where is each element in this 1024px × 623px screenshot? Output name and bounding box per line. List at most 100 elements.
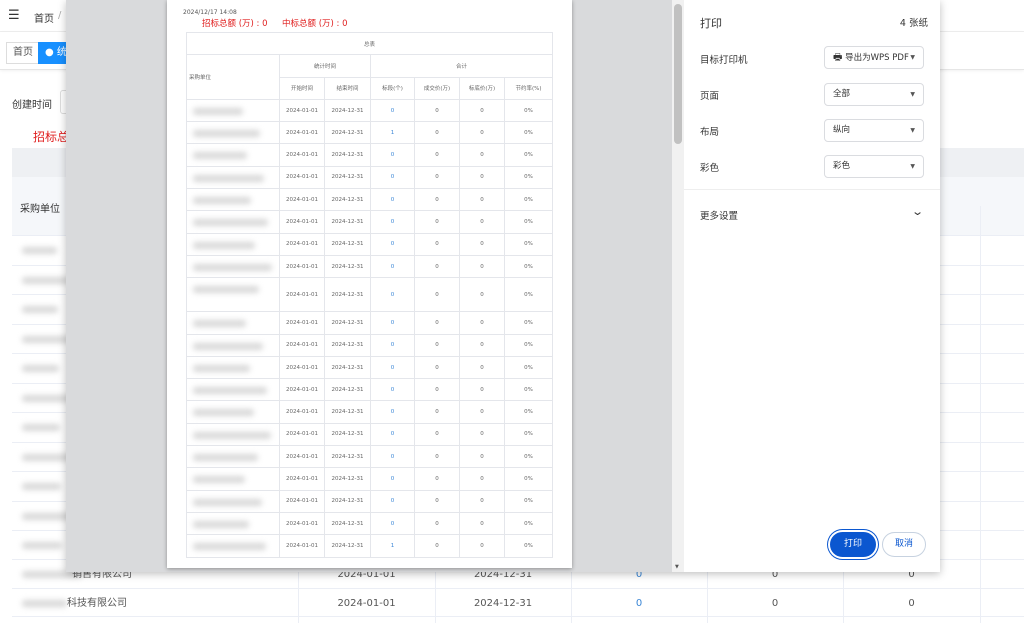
table-row: 2024-01-01 2024-12-31 0 0 0 0% bbox=[186, 98, 554, 123]
cell-count[interactable]: 0 bbox=[370, 422, 415, 447]
cell-ctrl: 0 bbox=[459, 511, 505, 536]
cell-count[interactable]: 0 bbox=[370, 277, 415, 313]
pages-select[interactable]: 全部 ▼ bbox=[824, 83, 924, 106]
layout-select[interactable]: 纵向 ▼ bbox=[824, 119, 924, 142]
cell-count[interactable]: 0 bbox=[370, 98, 415, 123]
cell-saving: 0% bbox=[503, 422, 554, 447]
table-row: 2024-01-01 2024-12-31 1 0 0 0% bbox=[186, 121, 554, 145]
cell-count[interactable]: 0 bbox=[370, 400, 415, 424]
cell-count[interactable]: 0 bbox=[370, 232, 415, 256]
cell-ctrl: 0 bbox=[908, 569, 915, 580]
cell-end: 2024-12-31 bbox=[324, 210, 371, 234]
scroll-down-icon[interactable]: ▼ bbox=[675, 564, 679, 570]
cell-count[interactable]: 0 bbox=[370, 511, 415, 536]
summary-text: 招标总 bbox=[33, 130, 70, 144]
cell-deal: 0 bbox=[414, 489, 460, 513]
scrollbar-thumb[interactable] bbox=[674, 4, 682, 144]
header-unit: 采购单位 bbox=[186, 54, 280, 100]
cell-start: 2024-01-01 bbox=[279, 232, 325, 256]
cell-unit-blurred bbox=[186, 311, 280, 335]
cell-unit-blurred bbox=[186, 534, 280, 558]
color-select[interactable]: 彩色 ▼ bbox=[824, 155, 924, 178]
print-button[interactable]: 打印 bbox=[830, 532, 876, 557]
cell-count[interactable]: 0 bbox=[635, 569, 643, 580]
cell-unit-blurred bbox=[186, 277, 280, 313]
cell-unit-blurred bbox=[186, 467, 280, 491]
cell-saving: 0% bbox=[503, 232, 554, 256]
cell-end: 2024-12-31 bbox=[324, 422, 371, 447]
cell-deal: 0 bbox=[414, 511, 460, 536]
cell-end: 2024-12-31 bbox=[324, 467, 371, 491]
cancel-button[interactable]: 取消 bbox=[882, 532, 926, 557]
cell-ctrl: 0 bbox=[459, 467, 505, 491]
cell-saving: 0% bbox=[503, 400, 554, 424]
cell-count[interactable]: 0 bbox=[370, 467, 415, 491]
table-row: 2024-01-01 2024-12-31 0 0 0 0% bbox=[186, 511, 554, 536]
cell-end: 2024-12-31 bbox=[324, 311, 371, 335]
cell-saving: 0% bbox=[503, 188, 554, 212]
bid-total: 招标总额 (万) : 0 bbox=[202, 19, 268, 29]
col-line bbox=[980, 206, 981, 623]
preview-scrollbar[interactable]: ▼ bbox=[672, 0, 684, 572]
caret-down-icon: ▼ bbox=[910, 127, 915, 134]
table-row: 科技有限公司 2024-01-01 2024-12-31 0 0 0 bbox=[12, 588, 1024, 617]
cell-end: 2024-12-31 bbox=[324, 277, 371, 313]
cell-count[interactable]: 1 bbox=[370, 121, 415, 145]
cell-ctrl: 0 bbox=[459, 188, 505, 212]
cell-ctrl: 0 bbox=[459, 445, 505, 469]
color-label: 彩色 bbox=[700, 163, 720, 174]
win-total: 中标总额 (万) : 0 bbox=[282, 19, 348, 29]
cell-count[interactable]: 1 bbox=[370, 534, 415, 558]
cell-count[interactable]: 0 bbox=[370, 143, 415, 167]
breadcrumb[interactable]: 首页 bbox=[34, 14, 54, 25]
cell-deal: 0 bbox=[414, 311, 460, 335]
cell-unit: 销售有限公司 bbox=[72, 569, 132, 580]
cell-deal: 0 bbox=[414, 333, 460, 357]
cell-deal: 0 bbox=[414, 121, 460, 145]
table-row: 2024-01-01 2024-12-31 1 0 0 0% bbox=[186, 534, 554, 558]
cell-unit-blurred bbox=[186, 254, 280, 279]
header-saving: 节约率(%) bbox=[503, 76, 554, 100]
cell-deal: 0 bbox=[414, 165, 460, 190]
cell-saving: 0% bbox=[503, 333, 554, 357]
cell-start: 2024-01-01 bbox=[279, 511, 325, 536]
cell-unit-blurred bbox=[186, 422, 280, 447]
cell-count[interactable]: 0 bbox=[370, 355, 415, 380]
cell-ctrl: 0 bbox=[459, 311, 505, 335]
cell-start: 2024-01-01 bbox=[279, 210, 325, 234]
header-count: 标段(个) bbox=[370, 76, 415, 100]
header-deal: 成交价(万) bbox=[414, 76, 460, 100]
cell-start: 2024-01-01 bbox=[279, 98, 325, 123]
cell-start: 2024-01-01 bbox=[279, 422, 325, 447]
cell-end: 2024-12-31 bbox=[324, 445, 371, 469]
cell-count[interactable]: 0 bbox=[370, 489, 415, 513]
more-settings-toggle[interactable]: 更多设置 ⌄ bbox=[684, 196, 940, 232]
cell-start: 2024-01-01 bbox=[279, 188, 325, 212]
cell-count[interactable]: 0 bbox=[370, 188, 415, 212]
cell-start: 2024-01-01 bbox=[337, 569, 396, 580]
header-ctrl: 标底价(万) bbox=[459, 76, 505, 100]
cell-ctrl: 0 bbox=[459, 489, 505, 513]
printer-icon: 🖶 bbox=[833, 52, 843, 63]
cell-count[interactable]: 0 bbox=[370, 378, 415, 402]
cell-unit-blurred bbox=[186, 232, 280, 256]
cell-count[interactable]: 0 bbox=[370, 165, 415, 190]
cell-unit-blurred bbox=[186, 355, 280, 380]
tag-home[interactable]: 首页 bbox=[6, 42, 40, 64]
header-total-group: 合计 bbox=[369, 54, 554, 78]
cell-count[interactable]: 0 bbox=[635, 598, 643, 609]
cell-saving: 0% bbox=[503, 467, 554, 491]
cell-count[interactable]: 0 bbox=[370, 311, 415, 335]
printer-select[interactable]: 🖶 导出为WPS PDF ▼ bbox=[824, 46, 924, 69]
cell-unit-blurred bbox=[186, 210, 280, 234]
menu-fold-icon[interactable]: ☰ bbox=[8, 8, 20, 23]
cell-saving: 0% bbox=[503, 489, 554, 513]
cell-count[interactable]: 0 bbox=[370, 254, 415, 279]
cell-deal: 0 bbox=[771, 598, 779, 609]
cell-unit: 科技有限公司 bbox=[67, 598, 127, 609]
cell-count[interactable]: 0 bbox=[370, 210, 415, 234]
cell-count[interactable]: 0 bbox=[370, 445, 415, 469]
cell-end: 2024-12-31 bbox=[324, 121, 371, 145]
table-row: 2024-01-01 2024-12-31 0 0 0 0% bbox=[186, 422, 554, 447]
cell-count[interactable]: 0 bbox=[370, 333, 415, 357]
